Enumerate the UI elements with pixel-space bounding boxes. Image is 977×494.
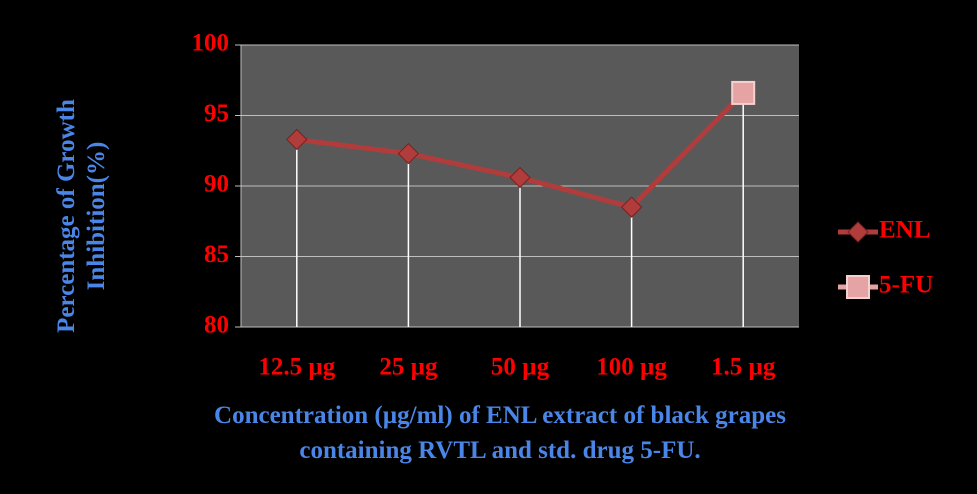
x-tick-label: 12.5 µg — [258, 354, 335, 381]
x-tick-label: 1.5 µg — [711, 354, 776, 381]
legend-label: 5-FU — [879, 272, 933, 299]
legend-marker — [847, 221, 869, 243]
x-tick-label: 25 µg — [379, 354, 438, 381]
y-tick-label: 80 — [204, 312, 229, 339]
x-tick-label: 50 µg — [491, 354, 550, 381]
x-tick-label: 100 µg — [596, 354, 667, 381]
y-tick-label: 85 — [204, 241, 229, 268]
y-tick-label: 90 — [204, 171, 229, 198]
legend-marker — [846, 275, 870, 299]
x-axis-title: Concentration (µg/ml) of ENL extract of … — [214, 402, 786, 464]
legend-label: ENL — [879, 217, 930, 244]
point — [731, 80, 756, 105]
y-tick-label: 95 — [204, 100, 229, 127]
y-tick-label: 100 — [192, 30, 230, 57]
point — [397, 142, 420, 165]
point — [620, 196, 643, 218]
point — [509, 166, 531, 189]
point — [286, 128, 308, 151]
